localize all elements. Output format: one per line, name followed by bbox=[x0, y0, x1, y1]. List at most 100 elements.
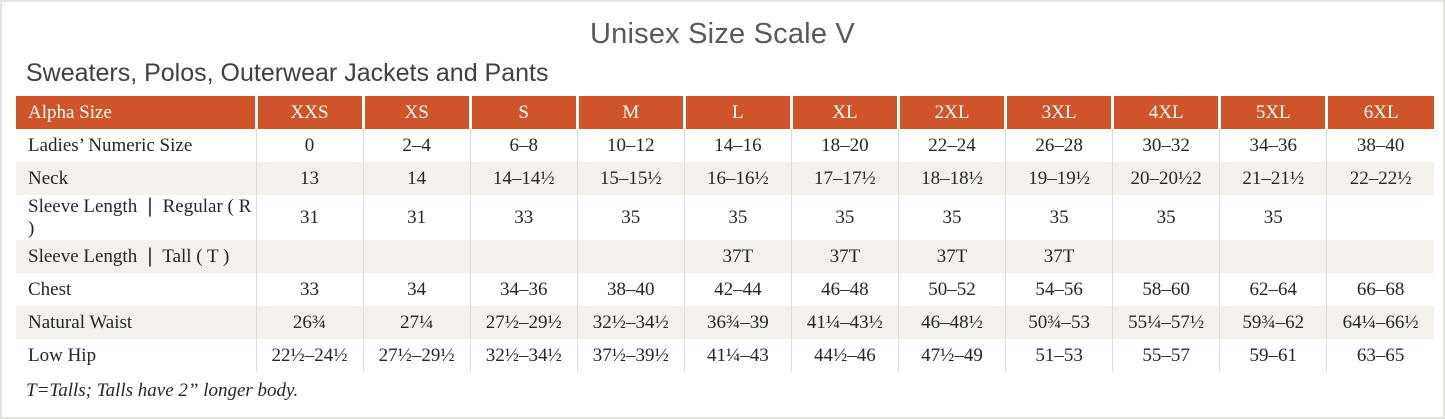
size-value-cell: 35 bbox=[1112, 195, 1220, 240]
size-value-cell: 59–61 bbox=[1219, 339, 1327, 372]
size-value-cell: 38–40 bbox=[576, 273, 685, 306]
size-value-cell: 17–17½ bbox=[790, 162, 899, 195]
size-value-cell: 33 bbox=[469, 195, 578, 240]
size-value-cell: 33 bbox=[255, 273, 364, 306]
size-value-cell bbox=[362, 240, 471, 273]
column-header-size: 5XL bbox=[1218, 96, 1327, 129]
size-value-cell bbox=[1326, 195, 1434, 240]
size-value-cell: 35 bbox=[1219, 195, 1327, 240]
size-value-cell: 35 bbox=[1005, 195, 1113, 240]
size-value-cell: 37T bbox=[790, 240, 899, 273]
size-value-cell: 51–53 bbox=[1005, 339, 1113, 372]
size-value-cell: 55–57 bbox=[1112, 339, 1220, 372]
size-value-cell: 15–15½ bbox=[576, 162, 685, 195]
size-value-cell: 14–14½ bbox=[469, 162, 578, 195]
size-value-cell: 41¼–43½ bbox=[790, 306, 899, 339]
table-row: Sleeve Length ❘ Regular ( R ) 31 31 33 35 35 3… bbox=[16, 195, 1434, 240]
table-row: Natural Waist 26¾ 27¼ 27½–29½ 32½–34½ 36¾–39 4… bbox=[16, 306, 1434, 339]
size-value-cell: 10–12 bbox=[576, 129, 685, 162]
row-label: Low Hip bbox=[28, 344, 97, 366]
size-value-cell bbox=[469, 240, 578, 273]
size-value-cell: 64¼–66½ bbox=[1326, 306, 1434, 339]
table-row: Chest 33 34 34–36 38–40 42–44 46–48 50–52 54–56 5… bbox=[16, 273, 1434, 306]
row-label: Ladies’ Numeric Size bbox=[28, 134, 193, 156]
row-label: Chest bbox=[28, 278, 72, 300]
size-value-cell: 13 bbox=[255, 162, 364, 195]
size-value-cell: 50¾–53 bbox=[1005, 306, 1113, 339]
column-header-size: XL bbox=[789, 96, 899, 129]
column-header-row-label: Alpha Size bbox=[16, 96, 256, 129]
size-value-cell: 27½–29½ bbox=[469, 306, 578, 339]
size-value-cell: 50–52 bbox=[897, 273, 1006, 306]
table-header-row: Alpha Size XXS XS S M L XL 2XL 3XL 4XL 5XL 6XL bbox=[16, 96, 1434, 129]
size-value-cell: 30–32 bbox=[1112, 129, 1220, 162]
size-value-cell: 37T bbox=[1005, 240, 1113, 273]
size-value-cell: 32½–34½ bbox=[576, 306, 685, 339]
column-header-size: S bbox=[468, 96, 578, 129]
column-header-size: 6XL bbox=[1325, 96, 1434, 129]
size-value-cell: 26–28 bbox=[1005, 129, 1113, 162]
table-row: Neck 13 14 14–14½ 15–15½ 16–16½ 17–17½ 18–18½ 19… bbox=[16, 162, 1434, 195]
size-value-cell: 19–19½ bbox=[1005, 162, 1113, 195]
size-value-cell: 62–64 bbox=[1219, 273, 1327, 306]
size-value-cell bbox=[576, 240, 685, 273]
size-value-cell bbox=[1112, 240, 1220, 273]
size-value-cell: 35 bbox=[897, 195, 1006, 240]
size-value-cell: 27¼ bbox=[362, 306, 471, 339]
size-value-cell: 16–16½ bbox=[683, 162, 792, 195]
column-header-size: M bbox=[575, 96, 685, 129]
size-value-cell: 66–68 bbox=[1326, 273, 1434, 306]
size-value-cell bbox=[255, 240, 364, 273]
size-value-cell: 14–16 bbox=[683, 129, 792, 162]
size-value-cell: 59¾–62 bbox=[1219, 306, 1327, 339]
size-value-cell: 47½–49 bbox=[897, 339, 1006, 372]
size-value-cell: 27½–29½ bbox=[362, 339, 471, 372]
footnote: T=Talls; Talls have 2” longer body. bbox=[26, 380, 299, 401]
size-value-cell: 37T bbox=[897, 240, 1006, 273]
row-label: Sleeve Length ❘ Regular ( R ) bbox=[28, 196, 252, 239]
size-value-cell: 35 bbox=[576, 195, 685, 240]
table-body: Ladies’ Numeric Size 0 2–4 6–8 10–12 14–16 18–… bbox=[16, 129, 1434, 372]
size-value-cell: 36¾–39 bbox=[683, 306, 792, 339]
size-value-cell: 21–21½ bbox=[1219, 162, 1327, 195]
size-value-cell: 37½–39½ bbox=[576, 339, 685, 372]
size-value-cell: 55¼–57½ bbox=[1112, 306, 1220, 339]
table-row: Sleeve Length ❘ Tall ( T ) 37T 37T 37T 37T bbox=[16, 240, 1434, 273]
column-header-size: XS bbox=[361, 96, 471, 129]
size-value-cell: 35 bbox=[683, 195, 792, 240]
size-value-cell: 0 bbox=[255, 129, 364, 162]
size-value-cell: 22½–24½ bbox=[255, 339, 364, 372]
size-value-cell: 44½–46 bbox=[790, 339, 899, 372]
size-value-cell: 54–56 bbox=[1005, 273, 1113, 306]
size-value-cell: 18–18½ bbox=[897, 162, 1006, 195]
size-value-cell bbox=[1219, 240, 1327, 273]
size-value-cell bbox=[1326, 240, 1434, 273]
table-row: Ladies’ Numeric Size 0 2–4 6–8 10–12 14–16 18–… bbox=[16, 129, 1434, 162]
size-value-cell: 42–44 bbox=[683, 273, 792, 306]
size-value-cell: 46–48½ bbox=[897, 306, 1006, 339]
row-label: Sleeve Length ❘ Tall ( T ) bbox=[16, 240, 256, 273]
size-value-cell: 38–40 bbox=[1326, 129, 1434, 162]
size-value-cell: 6–8 bbox=[469, 129, 578, 162]
size-value-cell: 22–22½ bbox=[1326, 162, 1434, 195]
row-label: Natural Waist bbox=[16, 306, 256, 339]
size-value-cell: 34 bbox=[362, 273, 471, 306]
size-value-cell: 18–20 bbox=[790, 129, 899, 162]
page-title: Unisex Size Scale V bbox=[590, 18, 855, 50]
table-row: Low Hip 22½–24½ 27½–29½ 32½–34½ 37½–39½ 41¼–4… bbox=[16, 339, 1434, 372]
size-value-cell: 31 bbox=[362, 195, 471, 240]
size-value-cell: 58–60 bbox=[1112, 273, 1220, 306]
size-value-cell: 37T bbox=[683, 240, 792, 273]
column-header-size: 2XL bbox=[896, 96, 1006, 129]
size-value-cell: 20–20½2 bbox=[1112, 162, 1220, 195]
column-header-size: L bbox=[682, 96, 792, 129]
size-value-cell: 34–36 bbox=[469, 273, 578, 306]
size-value-cell: 31 bbox=[255, 195, 364, 240]
size-value-cell: 14 bbox=[362, 162, 471, 195]
column-header-size: 4XL bbox=[1111, 96, 1220, 129]
size-value-cell: 35 bbox=[790, 195, 899, 240]
size-value-cell: 41¼–43 bbox=[683, 339, 792, 372]
column-header-size: 3XL bbox=[1004, 96, 1113, 129]
size-value-cell: 34–36 bbox=[1219, 129, 1327, 162]
